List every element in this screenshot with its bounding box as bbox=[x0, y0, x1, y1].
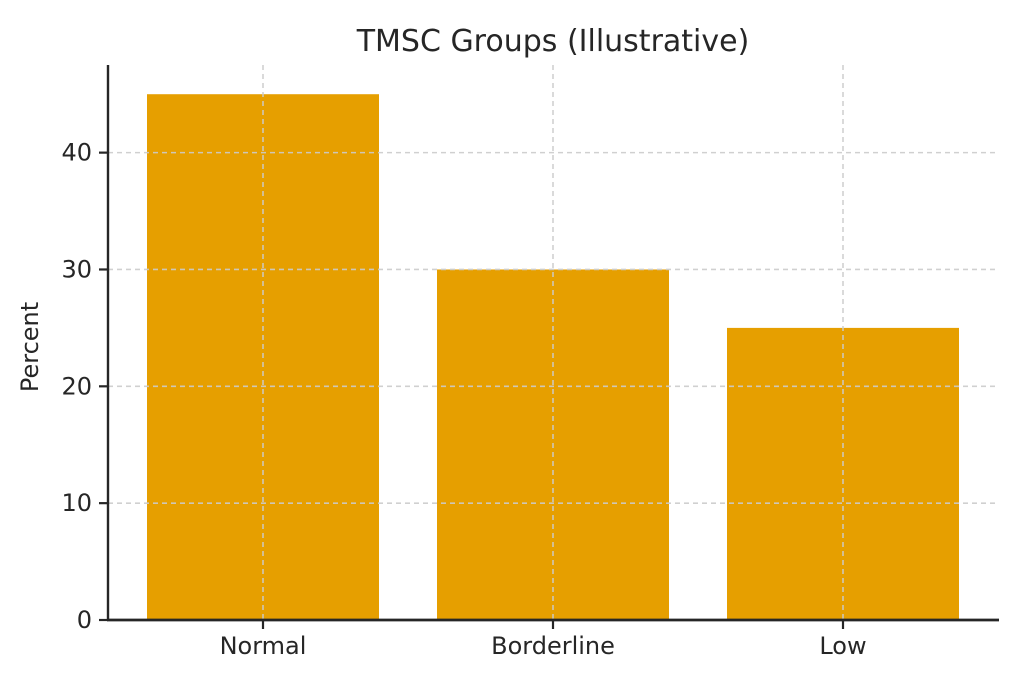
chart-title: TMSC Groups (Illustrative) bbox=[356, 24, 750, 59]
x-tick-label-borderline: Borderline bbox=[491, 632, 615, 660]
y-tick-label-30: 30 bbox=[61, 255, 92, 283]
y-tick-label-0: 0 bbox=[77, 606, 92, 634]
x-tick-label-low: Low bbox=[819, 632, 866, 660]
y-tick-label-10: 10 bbox=[61, 489, 92, 517]
y-axis-label: Percent bbox=[16, 302, 44, 392]
y-tick-label-40: 40 bbox=[61, 139, 92, 167]
y-tick-label-20: 20 bbox=[61, 372, 92, 400]
x-tick-label-normal: Normal bbox=[220, 632, 307, 660]
axes-layer: 0 10 20 30 40 Normal Borderline Low bbox=[61, 65, 999, 660]
